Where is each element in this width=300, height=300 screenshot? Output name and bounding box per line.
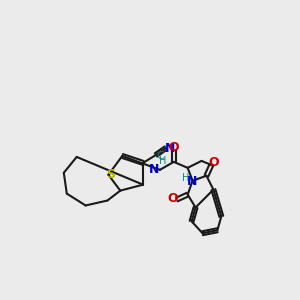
Text: O: O [167, 192, 178, 205]
Text: N: N [165, 142, 175, 154]
Text: N: N [186, 175, 197, 188]
Text: H: H [182, 173, 189, 183]
Text: O: O [169, 140, 179, 154]
Text: S: S [106, 168, 115, 181]
Text: N: N [149, 163, 159, 176]
Text: O: O [208, 156, 219, 170]
Text: H: H [159, 156, 167, 166]
Text: C: C [156, 151, 164, 161]
